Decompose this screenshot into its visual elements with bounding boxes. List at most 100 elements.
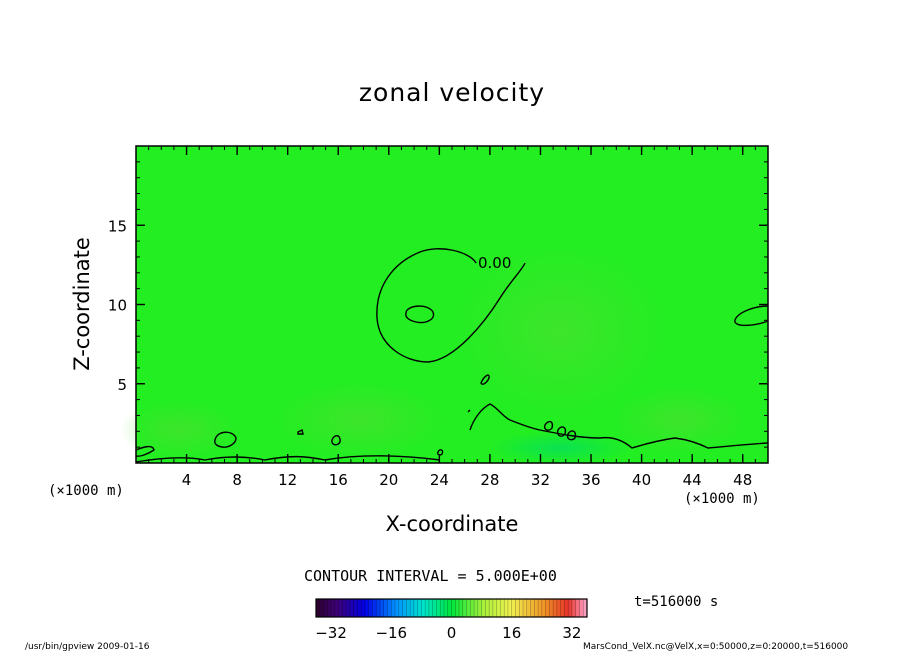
colorbar-cell [496, 599, 501, 617]
x-tick-label: 40 [632, 471, 651, 489]
colorbar-cell [553, 599, 558, 617]
colorbar-cell [541, 599, 546, 617]
colorbar-cell [376, 599, 381, 617]
colorbar-cell [361, 599, 366, 617]
colorbar-cell [538, 599, 543, 617]
contour-line [297, 428, 304, 435]
colorbar-cell [316, 599, 321, 617]
x-tick-label: 20 [379, 471, 398, 489]
colorbar-cell [338, 599, 343, 617]
colorbar-cell [523, 599, 528, 617]
colorbar-cell [571, 599, 577, 617]
colorbar-cell [583, 599, 588, 617]
contour-line [214, 431, 237, 448]
colorbar-cell [379, 599, 385, 617]
x-axis: 4 8 12 16 20 24 28 32 36 40 44 48 [135, 146, 769, 489]
colorbar-cell [402, 599, 407, 617]
colorbar-cell [549, 599, 554, 617]
colorbar-cell [353, 599, 358, 617]
colorbar-cell [331, 599, 336, 617]
colorbar-cell [451, 599, 456, 617]
colorbar-cell [368, 599, 373, 617]
x-tick-label: 4 [182, 471, 192, 489]
contour-line [467, 409, 471, 413]
heatmap-shade [490, 432, 630, 464]
y-axis: 5 10 15 [108, 145, 768, 464]
colorbar-tick-label: −16 [375, 624, 407, 642]
contour-line [543, 420, 554, 431]
colorbar-cell [459, 599, 464, 617]
x-tick-label: 32 [531, 471, 550, 489]
contour-line [437, 449, 444, 456]
colorbar-cell [564, 599, 569, 617]
colorbar-cell [470, 599, 475, 617]
colorbar-cell [579, 599, 584, 617]
time-label: t=516000 s [634, 594, 719, 610]
colorbar-cell [575, 599, 580, 617]
contour-line [480, 374, 490, 385]
colorbar-cell [477, 599, 483, 617]
x-tick-label: 12 [278, 471, 297, 489]
footer-data-source: MarsCond_VelX.nc@VelX,x=0:50000,z=0:2000… [583, 642, 849, 652]
colorbar: −32 −16 0 16 32 [315, 598, 588, 642]
colorbar-cell [406, 599, 411, 617]
colorbar-cell [507, 599, 513, 617]
x-tick-label: 8 [232, 471, 242, 489]
contour-line [469, 403, 769, 449]
colorbar-cell [319, 599, 324, 617]
colorbar-cell [364, 599, 370, 617]
colorbar-cell [349, 599, 355, 617]
x-tick-label: 28 [480, 471, 499, 489]
colorbar-frame [315, 598, 588, 618]
x-tick-label: 36 [581, 471, 600, 489]
colorbar-cell [383, 599, 388, 617]
colorbar-cell [436, 599, 441, 617]
heatmap-shade [270, 380, 450, 460]
contour-line [331, 435, 341, 446]
colorbar-cell [534, 599, 539, 617]
colorbar-cell [474, 599, 479, 617]
heatmap-shade [610, 385, 750, 455]
colorbar-cell [323, 599, 328, 617]
colorbar-cell [530, 599, 535, 617]
colorbar-cell [443, 599, 449, 617]
colorbar-cell [346, 599, 351, 617]
colorbar-cell [481, 599, 486, 617]
heatmap-shade [450, 240, 670, 420]
y-tick-label: 10 [108, 297, 127, 315]
x-tick-label: 48 [733, 471, 752, 489]
contour-line [566, 430, 577, 441]
colorbar-cell [556, 599, 562, 617]
colorbar-cell [398, 599, 403, 617]
colorbar-cell [432, 599, 437, 617]
colorbar-tick-label: 32 [562, 624, 581, 642]
colorbar-cell [410, 599, 415, 617]
colorbar-cell [568, 599, 573, 617]
colorbar-cell [327, 599, 332, 617]
contour-interval-label: CONTOUR INTERVAL = 5.000E+00 [304, 567, 557, 585]
colorbar-cell [440, 599, 445, 617]
colorbar-cell [492, 599, 498, 617]
x-tick-label: 24 [430, 471, 449, 489]
colorbar-cell [455, 599, 460, 617]
x-unit-label-left: (×1000 m) [48, 483, 124, 499]
contour-line [556, 426, 567, 437]
colorbar-cell [425, 599, 430, 617]
colorbar-cell [334, 599, 339, 617]
x-tick-label: 16 [329, 471, 348, 489]
y-tick-label: 5 [117, 376, 127, 394]
colorbar-cell [489, 599, 494, 617]
colorbar-tick-label: −32 [315, 624, 347, 642]
colorbar-cell [372, 599, 377, 617]
colorbar-cell [519, 599, 524, 617]
colorbar-cell [466, 599, 471, 617]
colorbar-cell [395, 599, 400, 617]
contour-line [135, 445, 155, 457]
colorbar-cell [421, 599, 426, 617]
colorbar-tick-label: 0 [447, 624, 457, 642]
colorbar-cell [560, 599, 565, 617]
colorbar-cell [500, 599, 505, 617]
colorbar-cell [342, 599, 347, 617]
footer-program-info: /usr/bin/gpview 2009-01-16 [25, 642, 150, 652]
